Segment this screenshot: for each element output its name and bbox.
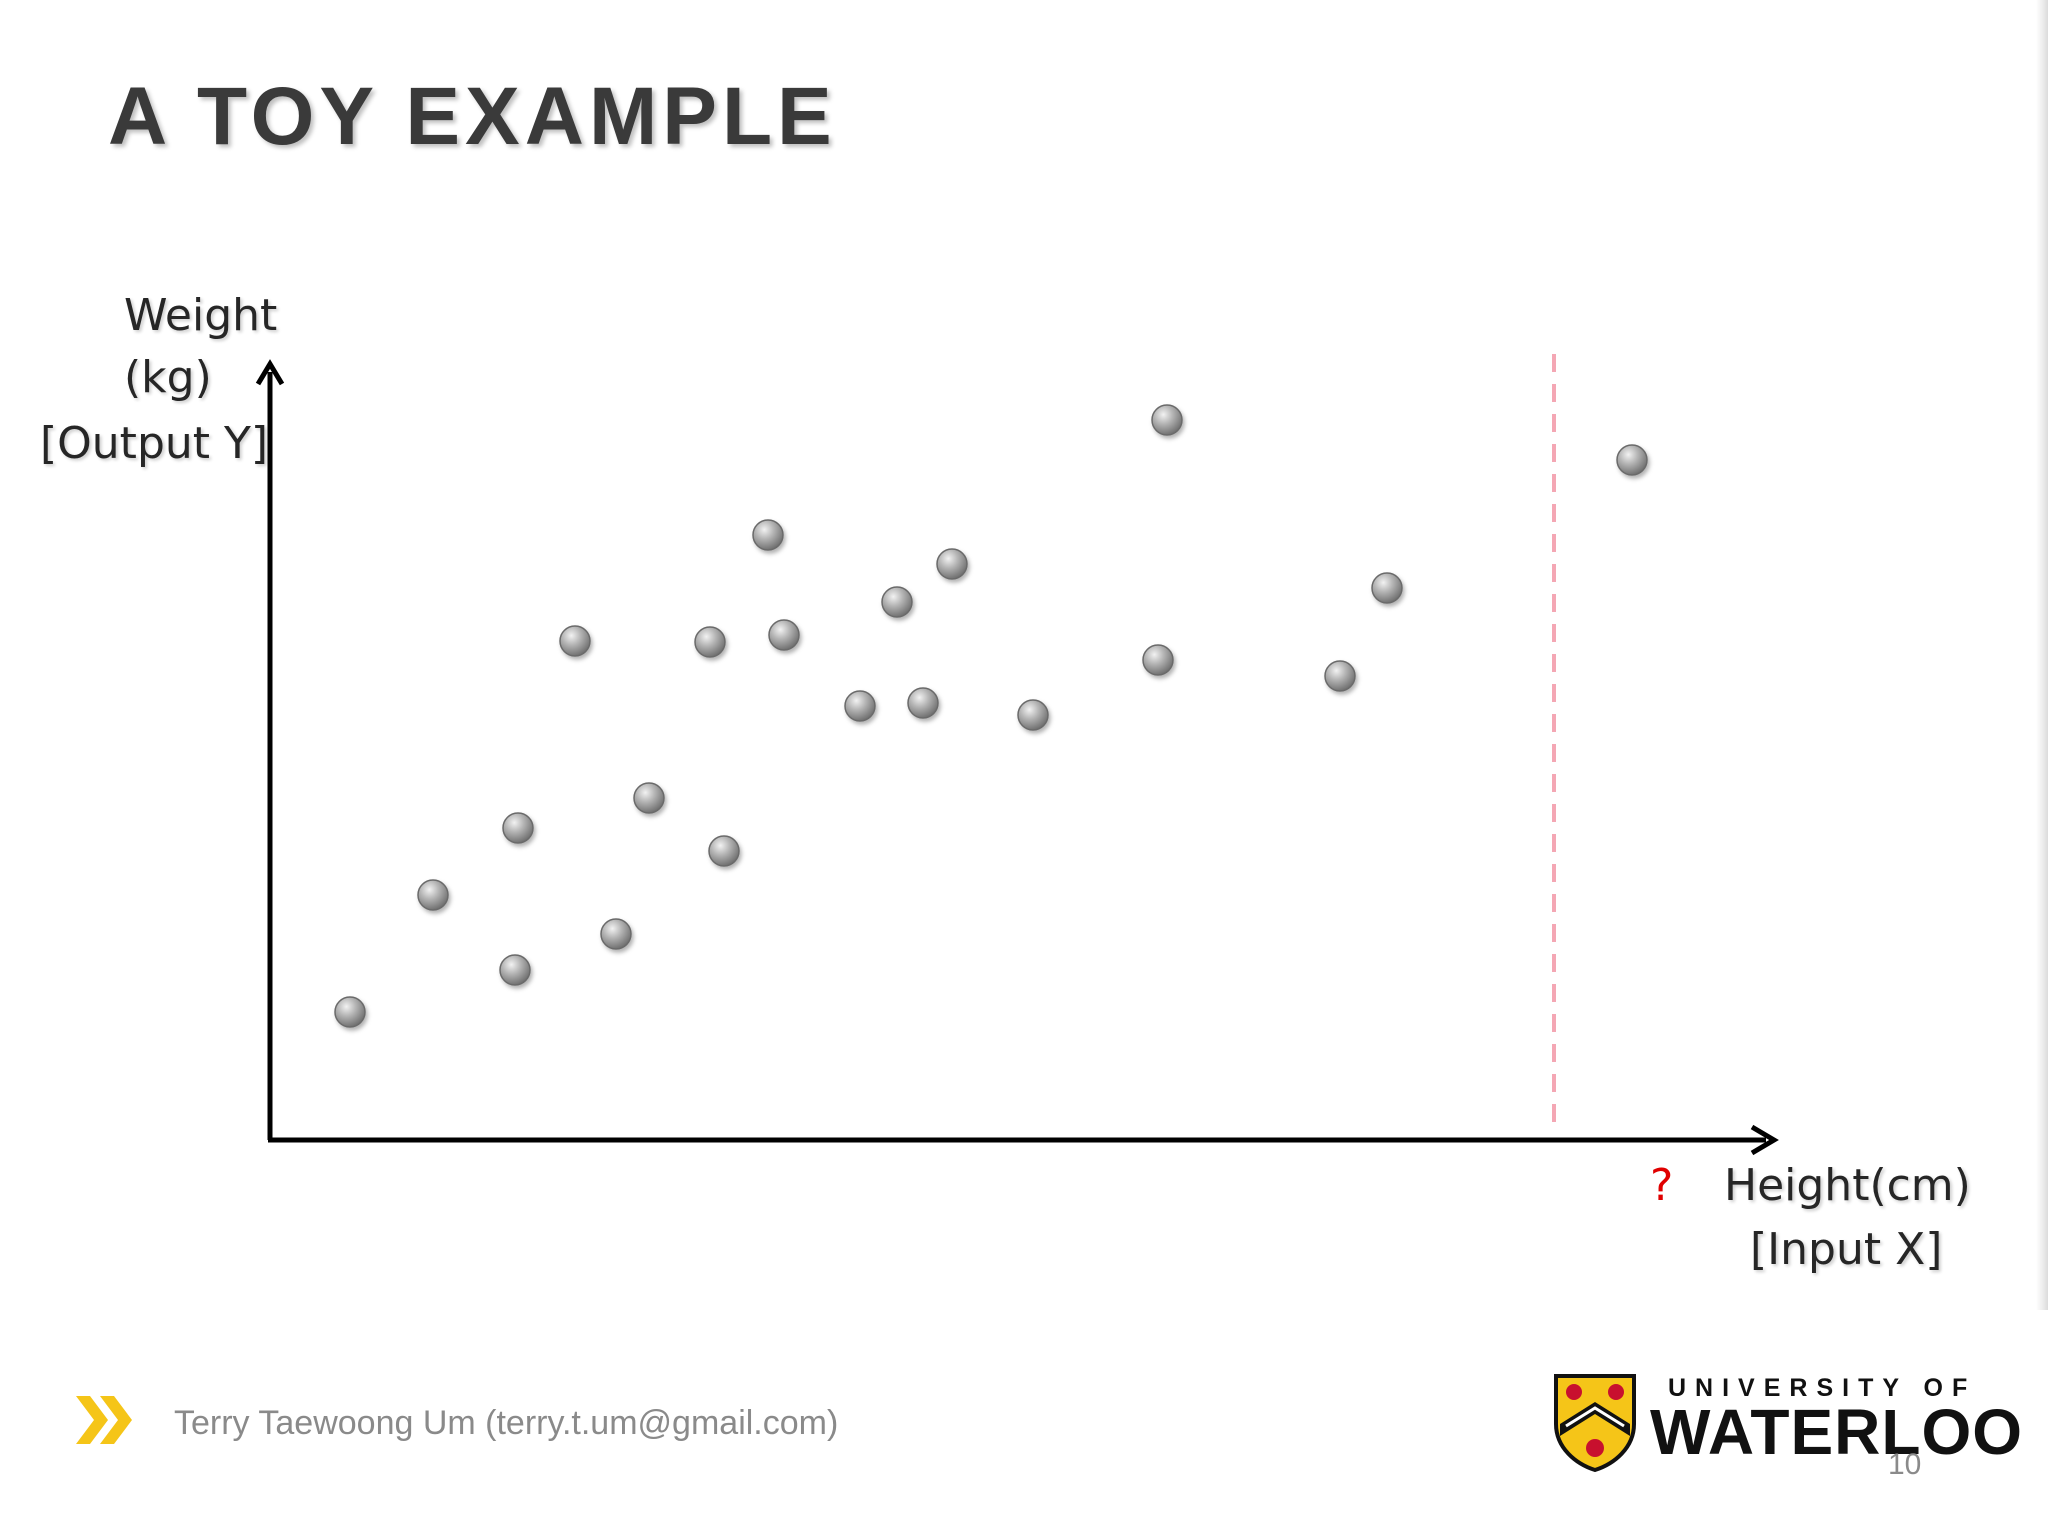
y-axis-label-line-3: [Output Y]	[40, 418, 269, 469]
logo-waterloo: WATERLOO	[1650, 1396, 2023, 1468]
logo-university-of: UNIVERSITY OF	[1668, 1374, 1977, 1402]
double-chevron-right-icon	[76, 1396, 132, 1444]
y-axis-label-line-2: (kg)	[124, 352, 212, 403]
x-axis-label-line-2: [Input X]	[1750, 1224, 1943, 1275]
data-point-2	[417, 879, 449, 911]
data-point-10	[752, 519, 784, 551]
data-point-17	[1142, 644, 1174, 676]
data-point-11	[768, 619, 800, 651]
data-point-19	[1324, 660, 1356, 692]
data-point-5	[559, 625, 591, 657]
data-point-1	[334, 996, 366, 1028]
data-point-12	[844, 690, 876, 722]
data-point-7	[633, 782, 665, 814]
y-axis-arrowhead	[255, 359, 285, 386]
data-point-16	[1017, 699, 1049, 731]
x-axis-label-line-1: Height(cm)	[1724, 1160, 1971, 1211]
slide-title: A TOY EXAMPLE	[108, 71, 837, 162]
page-number: 10	[1888, 1448, 1922, 1481]
university-crest-icon	[1554, 1374, 1636, 1472]
data-point-18	[1151, 404, 1183, 436]
slide-edge-shadow	[2036, 0, 2048, 1310]
data-point-8	[694, 626, 726, 658]
data-point-3	[499, 954, 531, 986]
data-point-15	[936, 548, 968, 580]
x-axis-arrowhead	[1750, 1124, 1779, 1156]
footer-author: Terry Taewoong Um (terry.t.um@gmail.com)	[174, 1404, 839, 1442]
data-point-20	[1371, 572, 1403, 604]
data-point-6	[600, 918, 632, 950]
y-axis-label-line-1: Weight	[124, 290, 278, 341]
data-point-21	[1616, 444, 1648, 476]
data-point-9	[708, 835, 740, 867]
data-points	[334, 404, 1648, 1028]
data-point-4	[502, 812, 534, 844]
data-point-14	[907, 687, 939, 719]
query-question-mark: ?	[1650, 1160, 1674, 1211]
data-point-13	[881, 586, 913, 618]
